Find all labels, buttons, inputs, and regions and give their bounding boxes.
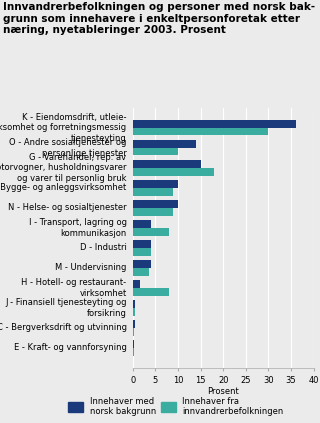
Bar xyxy=(133,120,296,128)
Text: Innvandrerbefolkningen og personer med norsk bak-
grunn som innehavere i enkeltp: Innvandrerbefolkningen og personer med n… xyxy=(3,2,315,35)
Bar xyxy=(133,268,148,275)
Bar xyxy=(133,220,151,228)
Bar xyxy=(133,308,135,316)
Bar xyxy=(133,341,134,348)
Bar xyxy=(133,188,173,195)
Bar xyxy=(133,348,134,356)
Bar xyxy=(133,300,135,308)
Bar xyxy=(133,140,196,148)
Bar xyxy=(133,148,178,156)
Bar xyxy=(133,160,201,168)
Bar xyxy=(133,168,214,176)
Bar xyxy=(133,328,134,335)
Bar xyxy=(133,128,268,135)
Bar xyxy=(133,208,173,216)
X-axis label: Prosent: Prosent xyxy=(207,387,239,396)
Bar xyxy=(133,240,151,248)
Bar xyxy=(133,180,178,188)
Bar xyxy=(133,260,151,268)
Legend: Innehaver med
norsk bakgrunn, Innehaver fra
innvandrerbefolkningen: Innehaver med norsk bakgrunn, Innehaver … xyxy=(66,394,286,419)
Bar xyxy=(133,228,169,236)
Bar xyxy=(133,201,178,208)
Bar xyxy=(133,320,135,328)
Bar xyxy=(133,288,169,296)
Bar xyxy=(133,248,151,255)
Bar xyxy=(133,280,140,288)
